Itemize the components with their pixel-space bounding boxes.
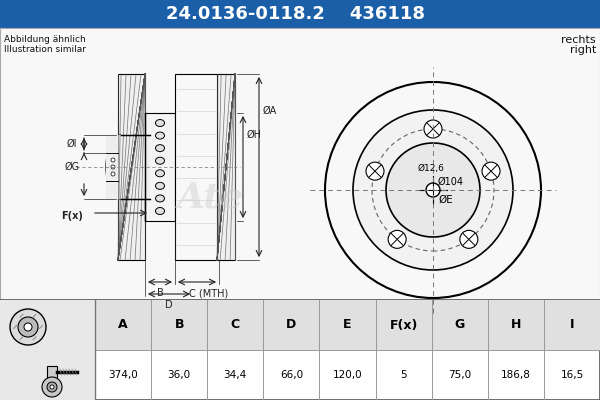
Text: 24.0136-0118.2    436118: 24.0136-0118.2 436118 [166, 5, 425, 23]
Text: ØG: ØG [64, 162, 80, 172]
Text: 16,5: 16,5 [560, 370, 584, 380]
Text: Ate: Ate [176, 180, 244, 214]
Text: I: I [569, 318, 574, 332]
Ellipse shape [155, 120, 164, 126]
Text: B: B [157, 288, 163, 298]
Text: E: E [343, 318, 352, 332]
Text: 186,8: 186,8 [501, 370, 531, 380]
FancyBboxPatch shape [106, 135, 150, 199]
Circle shape [111, 158, 115, 162]
Text: Abbildung ähnlich: Abbildung ähnlich [4, 36, 86, 44]
Text: rechts: rechts [562, 35, 596, 45]
Circle shape [386, 143, 480, 237]
Circle shape [42, 377, 62, 397]
Ellipse shape [155, 208, 164, 214]
Text: A: A [118, 318, 128, 332]
Bar [95, 300, 600, 350]
Text: H: H [511, 318, 521, 332]
Text: right: right [569, 45, 596, 55]
Ellipse shape [155, 170, 164, 177]
Text: 36,0: 36,0 [167, 370, 191, 380]
Text: C: C [231, 318, 240, 332]
Ellipse shape [155, 132, 164, 139]
Text: ØE: ØE [438, 195, 453, 205]
Bar [118, 74, 145, 260]
Text: Illustration similar: Illustration similar [4, 46, 86, 54]
Text: 66,0: 66,0 [280, 370, 303, 380]
Circle shape [10, 309, 46, 345]
Text: G: G [455, 318, 465, 332]
Text: 5: 5 [400, 370, 407, 380]
Circle shape [424, 120, 442, 138]
Text: C (MTH): C (MTH) [190, 288, 229, 298]
Circle shape [388, 230, 406, 248]
Text: 34,4: 34,4 [224, 370, 247, 380]
Bar [217, 74, 235, 260]
Text: 120,0: 120,0 [332, 370, 362, 380]
Circle shape [111, 165, 115, 169]
Text: 75,0: 75,0 [448, 370, 471, 380]
Circle shape [460, 230, 478, 248]
Text: D: D [286, 318, 296, 332]
Text: B: B [175, 318, 184, 332]
Ellipse shape [155, 145, 164, 152]
Circle shape [353, 110, 513, 270]
Text: F(x): F(x) [389, 318, 418, 332]
Text: F(x): F(x) [61, 211, 83, 221]
Circle shape [426, 183, 440, 197]
Circle shape [366, 162, 384, 180]
Circle shape [18, 317, 38, 337]
Text: ØH: ØH [247, 130, 262, 140]
Bar [0, 0, 600, 28]
Ellipse shape [155, 182, 164, 189]
Circle shape [47, 382, 57, 392]
Circle shape [50, 385, 54, 389]
Circle shape [325, 82, 541, 298]
Bar [0, 300, 600, 400]
Text: Ø12,6: Ø12,6 [418, 164, 445, 172]
Circle shape [111, 172, 115, 176]
Bar [175, 74, 217, 260]
Ellipse shape [155, 195, 164, 202]
Text: 374,0: 374,0 [108, 370, 138, 380]
Bar [0, 28, 600, 300]
Text: ØA: ØA [263, 106, 277, 116]
Circle shape [24, 323, 32, 331]
Text: Ø104: Ø104 [438, 177, 464, 187]
Circle shape [482, 162, 500, 180]
Text: ØI: ØI [67, 139, 77, 149]
Polygon shape [47, 366, 57, 378]
Text: D: D [165, 300, 173, 310]
Ellipse shape [155, 157, 164, 164]
Bar [145, 113, 175, 221]
Bar [0, 300, 95, 400]
